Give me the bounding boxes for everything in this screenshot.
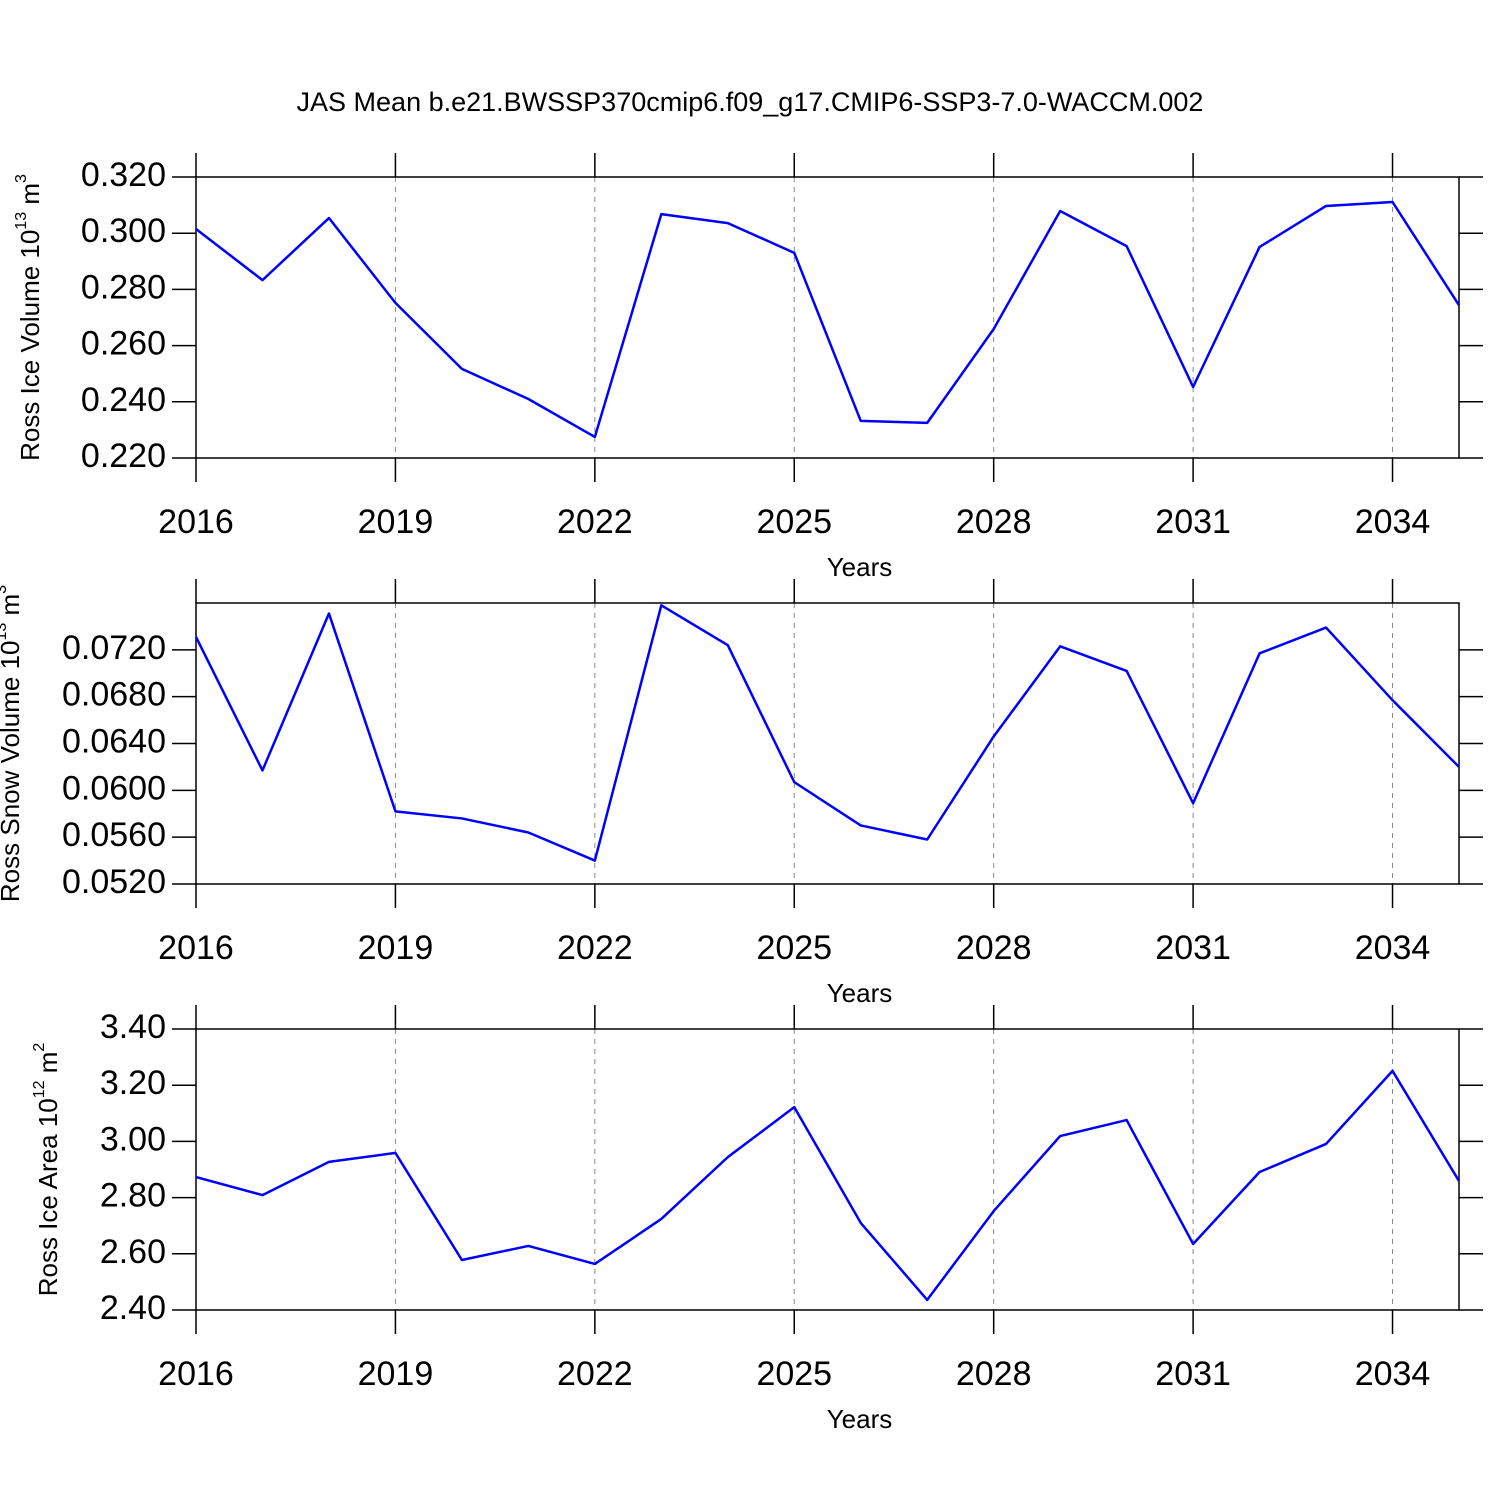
y-axis-label-unit-exponent: 3: [0, 585, 10, 594]
x-tick-label: 2016: [158, 929, 234, 967]
x-tick-label: 2019: [358, 929, 434, 967]
y-axis-label: Ross Ice Area 1012 m2: [31, 1043, 63, 1297]
x-tick-label: 2016: [158, 503, 234, 541]
y-axis-label-text: Ross Ice Volume 10: [15, 230, 45, 461]
y-tick-label: 0.0520: [62, 863, 166, 901]
y-axis-label-text: Ross Snow Volume 10: [0, 641, 25, 903]
y-tick-label: 0.220: [81, 437, 166, 475]
x-tick-label: 2019: [358, 503, 434, 541]
y-tick-label: 2.40: [100, 1289, 166, 1327]
x-tick-label: 2028: [956, 1355, 1032, 1393]
y-axis-label-exponent: 13: [13, 212, 30, 230]
x-tick-label: 2025: [756, 1355, 832, 1393]
y-axis-label: Ross Ice Volume 1013 m3: [13, 174, 45, 461]
x-tick-label: 2028: [956, 929, 1032, 967]
x-tick-label: 2034: [1355, 1355, 1431, 1393]
chart-title: JAS Mean b.e21.BWSSP370cmip6.f09_g17.CMI…: [297, 87, 1204, 117]
y-tick-label: 3.20: [100, 1064, 166, 1102]
plot-frame: [195, 602, 1460, 885]
y-tick-label: 0.240: [81, 381, 166, 419]
x-tick-label: 2025: [756, 929, 832, 967]
y-tick-label: 0.0720: [62, 629, 166, 667]
plot-frame: [195, 1028, 1460, 1311]
x-tick-label: 2031: [1155, 929, 1231, 967]
y-axis-label-text: Ross Ice Area 10: [33, 1098, 63, 1296]
y-axis-label-unit: m: [15, 183, 45, 212]
y-axis-label-unit: m: [33, 1052, 63, 1081]
y-tick-label: 0.0640: [62, 722, 166, 760]
y-tick-label: 3.00: [100, 1120, 166, 1158]
y-tick-label: 0.280: [81, 268, 166, 306]
x-tick-label: 2031: [1155, 1355, 1231, 1393]
y-axis-label-exponent: 13: [0, 623, 10, 641]
y-axis-label-exponent: 12: [31, 1080, 48, 1098]
x-tick-label: 2016: [158, 1355, 234, 1393]
x-tick-label: 2034: [1355, 929, 1431, 967]
x-axis-label: Years: [827, 1404, 893, 1434]
data-line: [195, 200, 1461, 439]
x-tick-label: 2019: [358, 1355, 434, 1393]
y-tick-label: 0.300: [81, 212, 166, 250]
x-tick-label: 2025: [756, 503, 832, 541]
y-tick-label: 2.60: [100, 1233, 166, 1271]
y-axis-label: Ross Snow Volume 1013 m3: [0, 585, 25, 902]
x-axis-label: Years: [827, 978, 893, 1008]
y-axis-label-unit-exponent: 2: [31, 1043, 48, 1052]
data-line: [195, 1069, 1461, 1302]
x-axis-label: Years: [827, 552, 893, 582]
plot-frame: [195, 176, 1460, 459]
y-axis-label-unit: m: [0, 594, 25, 623]
y-tick-label: 0.320: [81, 156, 166, 194]
y-tick-label: 0.0680: [62, 676, 166, 714]
data-line: [194, 604, 1460, 862]
x-tick-label: 2034: [1355, 503, 1431, 541]
y-axis-label-unit-exponent: 3: [13, 174, 30, 183]
y-tick-label: 0.0560: [62, 816, 166, 854]
x-tick-label: 2022: [557, 503, 633, 541]
x-tick-label: 2022: [557, 929, 633, 967]
y-tick-label: 0.260: [81, 325, 166, 363]
x-tick-label: 2022: [557, 1355, 633, 1393]
x-tick-label: 2028: [956, 503, 1032, 541]
y-tick-label: 3.40: [100, 1008, 166, 1046]
y-tick-label: 0.0600: [62, 769, 166, 807]
x-tick-label: 2031: [1155, 503, 1231, 541]
y-tick-label: 2.80: [100, 1177, 166, 1215]
